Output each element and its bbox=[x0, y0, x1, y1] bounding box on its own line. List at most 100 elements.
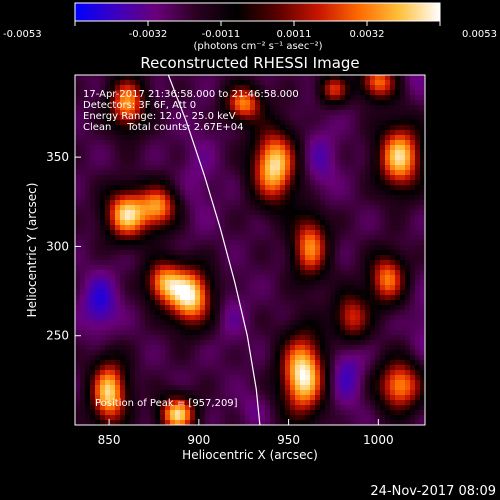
heatmap-cell bbox=[275, 80, 281, 86]
heatmap-cell bbox=[390, 275, 396, 281]
heatmap-cell bbox=[375, 110, 381, 116]
heatmap-cell bbox=[100, 270, 106, 276]
heatmap-cell bbox=[180, 375, 186, 381]
heatmap-cell bbox=[250, 275, 256, 281]
heatmap-cell bbox=[410, 260, 416, 266]
heatmap-cell bbox=[345, 420, 351, 425]
heatmap-cell bbox=[330, 395, 336, 401]
heatmap-cell bbox=[235, 400, 241, 406]
heatmap-cell bbox=[250, 305, 256, 311]
heatmap-cell bbox=[290, 290, 296, 296]
heatmap-cell bbox=[285, 100, 291, 106]
heatmap-cell bbox=[300, 135, 306, 141]
heatmap-cell bbox=[255, 315, 261, 321]
heatmap-cell bbox=[390, 300, 396, 306]
heatmap-cell bbox=[160, 395, 166, 401]
heatmap-cell bbox=[380, 305, 386, 311]
heatmap-cell bbox=[315, 185, 321, 191]
heatmap-cell bbox=[295, 250, 301, 256]
heatmap-cell bbox=[250, 120, 256, 126]
heatmap-cell bbox=[385, 125, 391, 131]
heatmap-cell bbox=[135, 85, 141, 91]
heatmap-cell bbox=[285, 175, 291, 181]
heatmap-cell bbox=[300, 340, 306, 346]
heatmap-cell bbox=[175, 150, 181, 156]
heatmap-cell bbox=[165, 310, 171, 316]
heatmap-cell bbox=[80, 400, 86, 406]
heatmap-cell bbox=[345, 155, 351, 161]
heatmap-cell bbox=[85, 265, 91, 271]
heatmap-cell bbox=[160, 300, 166, 306]
heatmap-cell bbox=[225, 265, 231, 271]
heatmap-cell bbox=[370, 330, 376, 336]
heatmap-cell bbox=[100, 190, 106, 196]
heatmap-cell bbox=[320, 210, 326, 216]
heatmap-cell bbox=[170, 120, 176, 126]
heatmap-cell bbox=[210, 140, 216, 146]
heatmap-cell bbox=[180, 80, 186, 86]
heatmap-cell bbox=[375, 220, 381, 226]
heatmap-cell bbox=[140, 420, 146, 425]
heatmap-cell bbox=[400, 300, 406, 306]
heatmap-cell bbox=[415, 180, 421, 186]
heatmap-cell bbox=[355, 150, 361, 156]
heatmap-cell bbox=[250, 385, 256, 391]
heatmap-cell bbox=[420, 175, 425, 181]
heatmap-cell bbox=[325, 100, 331, 106]
heatmap-cell bbox=[150, 325, 156, 331]
heatmap-cell bbox=[310, 145, 316, 151]
heatmap-cell bbox=[210, 370, 216, 376]
heatmap-cell bbox=[420, 405, 425, 411]
heatmap-cell bbox=[285, 265, 291, 271]
heatmap-cell bbox=[335, 375, 341, 381]
heatmap-cell bbox=[200, 210, 206, 216]
heatmap-cell bbox=[140, 145, 146, 151]
heatmap-cell bbox=[355, 205, 361, 211]
heatmap-cell bbox=[295, 395, 301, 401]
heatmap-cell bbox=[225, 235, 231, 241]
heatmap-cell bbox=[245, 160, 251, 166]
heatmap-cell bbox=[85, 350, 91, 356]
heatmap-cell bbox=[300, 410, 306, 416]
heatmap-cell bbox=[135, 185, 141, 191]
heatmap-cell bbox=[155, 165, 161, 171]
heatmap-cell bbox=[250, 395, 256, 401]
heatmap-cell bbox=[200, 335, 206, 341]
heatmap-cell bbox=[295, 230, 301, 236]
heatmap-cell bbox=[190, 345, 196, 351]
heatmap-cell bbox=[185, 170, 191, 176]
heatmap-cell bbox=[315, 240, 321, 246]
heatmap-cell bbox=[410, 270, 416, 276]
heatmap-cell bbox=[410, 155, 416, 161]
heatmap-cell bbox=[320, 290, 326, 296]
heatmap-cell bbox=[405, 420, 411, 425]
heatmap-cell bbox=[115, 370, 121, 376]
heatmap-cell bbox=[205, 280, 211, 286]
heatmap-cell bbox=[155, 365, 161, 371]
heatmap-cell bbox=[270, 420, 276, 425]
heatmap-cell bbox=[230, 80, 236, 86]
heatmap-cell bbox=[275, 170, 281, 176]
heatmap-cell bbox=[200, 245, 206, 251]
heatmap-cell bbox=[390, 230, 396, 236]
heatmap-cell bbox=[115, 185, 121, 191]
heatmap-cell bbox=[255, 380, 261, 386]
heatmap-cell bbox=[155, 200, 161, 206]
heatmap-cell bbox=[310, 340, 316, 346]
heatmap-cell bbox=[375, 175, 381, 181]
heatmap-cell bbox=[295, 410, 301, 416]
heatmap-cell bbox=[380, 135, 386, 141]
heatmap-cell bbox=[225, 305, 231, 311]
heatmap-cell bbox=[355, 360, 361, 366]
heatmap-cell bbox=[355, 130, 361, 136]
heatmap-cell bbox=[225, 110, 231, 116]
heatmap-cell bbox=[145, 90, 151, 96]
heatmap-cell bbox=[85, 285, 91, 291]
heatmap-cell bbox=[150, 350, 156, 356]
heatmap-cell bbox=[360, 400, 366, 406]
heatmap-cell bbox=[85, 100, 91, 106]
heatmap-cell bbox=[165, 365, 171, 371]
heatmap-cell bbox=[415, 365, 421, 371]
heatmap-cell bbox=[370, 405, 376, 411]
heatmap-cell bbox=[350, 355, 356, 361]
